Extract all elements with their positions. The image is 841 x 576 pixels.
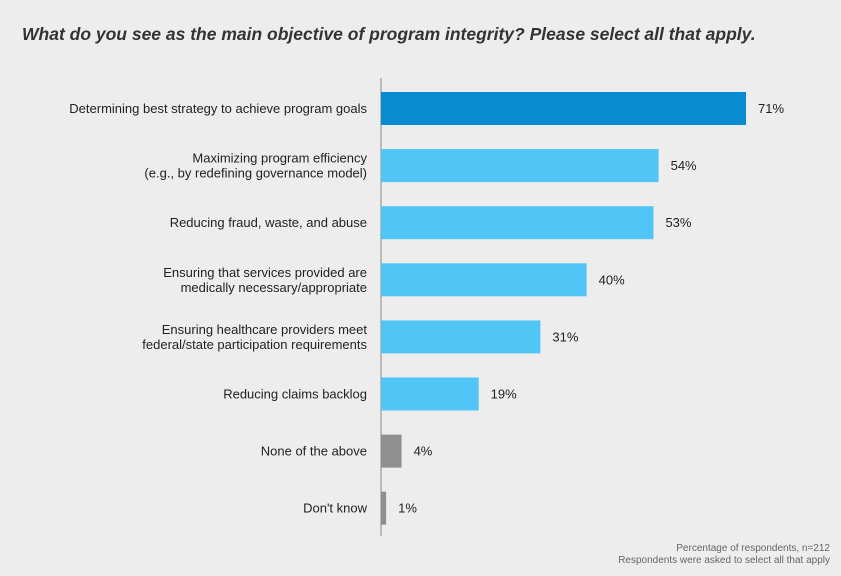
category-label: None of the above [261, 444, 367, 459]
chart-title: What do you see as the main objective of… [22, 24, 756, 44]
bar [381, 92, 746, 125]
category-label: Reducing claims backlog [223, 387, 367, 402]
bar [381, 263, 587, 297]
footnote-instructions: Respondents were asked to select all tha… [618, 555, 830, 566]
value-label: 4% [414, 444, 433, 459]
category-label: Reducing fraud, waste, and abuse [170, 215, 367, 230]
bar [381, 434, 402, 468]
value-label: 71% [758, 101, 784, 116]
value-label: 19% [491, 387, 517, 402]
value-label: 40% [599, 272, 625, 287]
value-label: 53% [665, 215, 691, 230]
value-label: 54% [671, 158, 697, 173]
category-label: Maximizing program efficiency [192, 151, 367, 166]
category-label: Determining best strategy to achieve pro… [69, 101, 367, 116]
bar [381, 377, 479, 411]
bar [381, 320, 541, 354]
category-label: (e.g., by redefining governance model) [144, 166, 367, 181]
bar [381, 149, 659, 183]
footnote-sample: Percentage of respondents, n=212 [676, 543, 830, 554]
category-label: Ensuring healthcare providers meet [162, 322, 368, 337]
bar [381, 491, 387, 525]
category-label: Don't know [303, 501, 368, 516]
category-label: federal/state participation requirements [142, 337, 367, 352]
value-label: 31% [552, 329, 578, 344]
category-label: medically necessary/appropriate [181, 280, 367, 295]
category-label: Ensuring that services provided are [163, 265, 367, 280]
value-label: 1% [398, 501, 417, 516]
bar [381, 206, 654, 240]
